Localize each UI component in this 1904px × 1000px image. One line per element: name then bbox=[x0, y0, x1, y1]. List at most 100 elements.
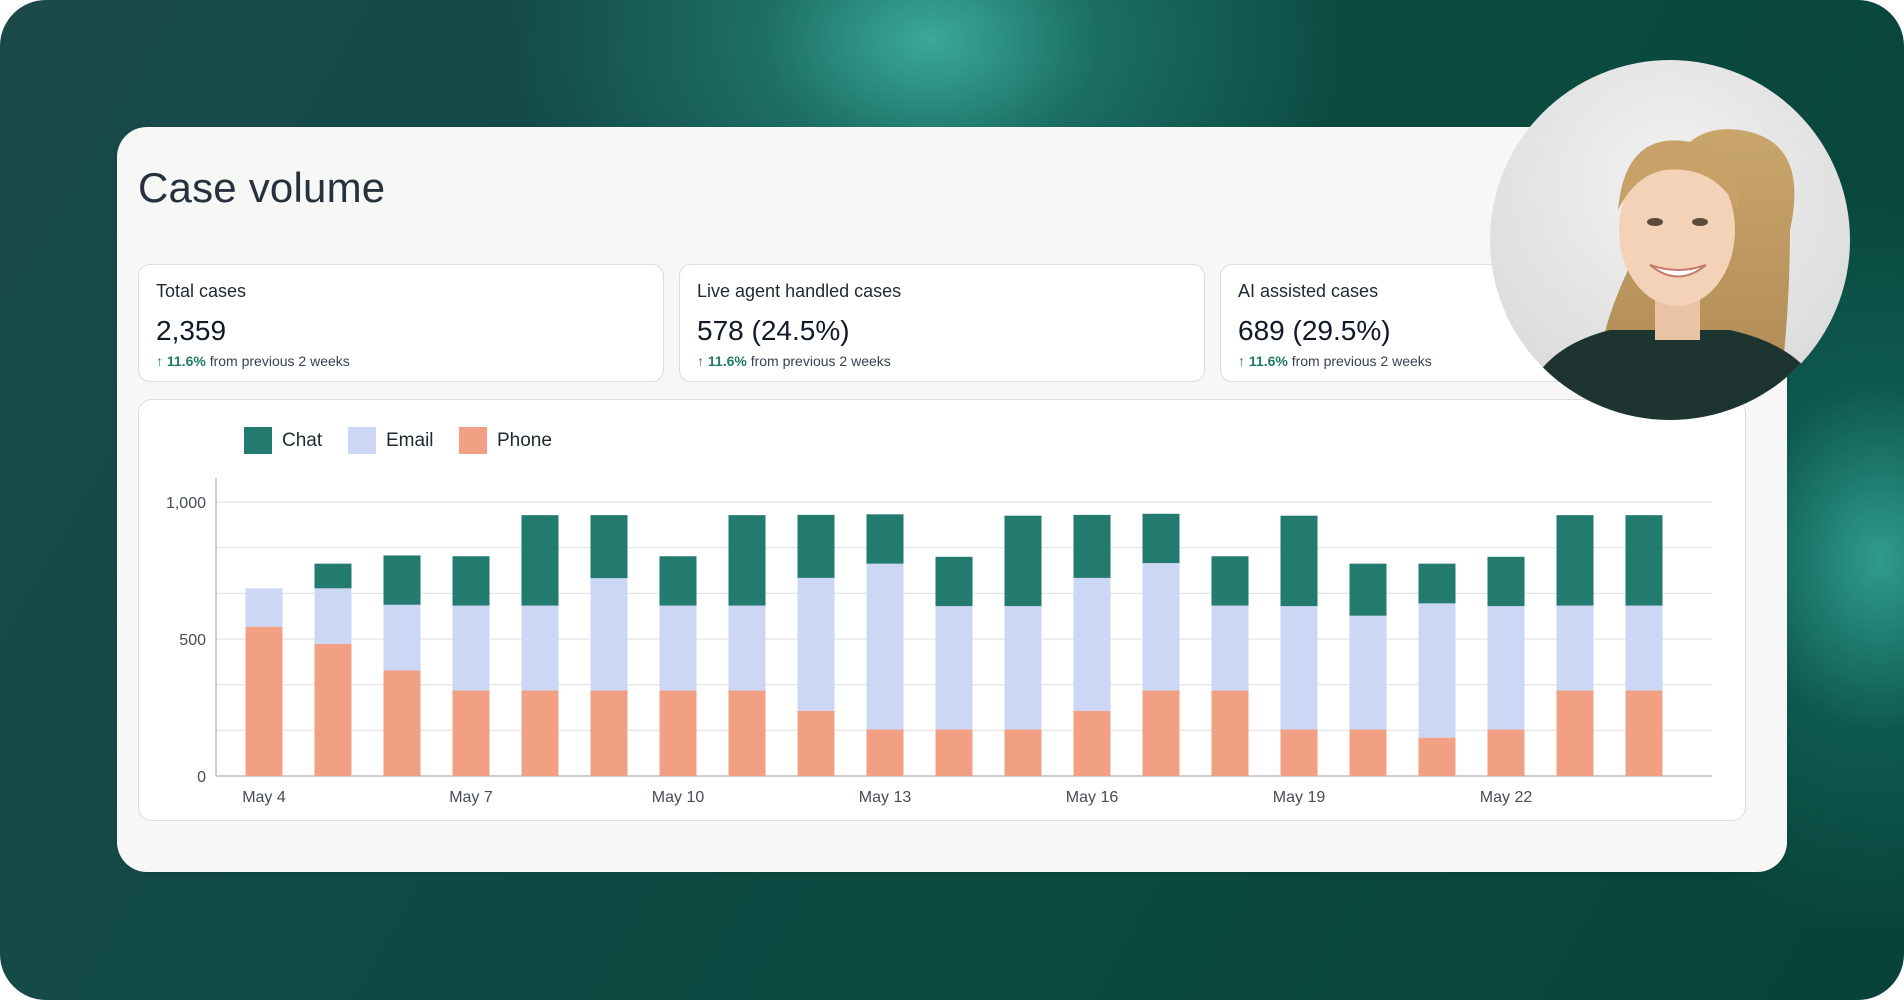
bar-chat bbox=[1418, 563, 1456, 604]
bar-email bbox=[1556, 605, 1594, 691]
bar-chat bbox=[659, 556, 697, 606]
arrow-up-icon: ↑ bbox=[1238, 353, 1245, 369]
bar-email bbox=[1142, 563, 1180, 691]
stat-change-suffix: from previous 2 weeks bbox=[750, 353, 891, 369]
bar-phone bbox=[1004, 729, 1042, 776]
bar-email bbox=[1211, 605, 1249, 691]
stat-card-total-cases[interactable]: Total cases 2,359 ↑ 11.6% from previous … bbox=[138, 264, 664, 382]
bar-chat bbox=[728, 515, 766, 606]
bar-chat bbox=[797, 514, 835, 578]
bar-chat bbox=[1280, 515, 1318, 607]
bar-email bbox=[383, 604, 421, 671]
bar-phone bbox=[1418, 737, 1456, 776]
bar-chat bbox=[1556, 515, 1594, 606]
bar-email bbox=[452, 605, 490, 691]
bar-phone bbox=[659, 690, 697, 776]
bar-chat bbox=[1073, 514, 1111, 578]
bar-email bbox=[1625, 605, 1663, 691]
bar-chat bbox=[314, 563, 352, 589]
stat-card-live-agent-cases[interactable]: Live agent handled cases 578 (24.5%) ↑ 1… bbox=[679, 264, 1205, 382]
bar-email bbox=[1004, 606, 1042, 730]
bar-phone bbox=[245, 626, 283, 776]
bar-email bbox=[1349, 615, 1387, 730]
bar-phone bbox=[383, 670, 421, 776]
stat-label: Total cases bbox=[156, 281, 247, 301]
page-title: Case volume bbox=[138, 164, 386, 211]
bar-chat bbox=[1625, 515, 1663, 606]
legend-label-phone: Phone bbox=[497, 430, 552, 451]
bar-chat bbox=[1487, 556, 1525, 607]
arrow-up-icon: ↑ bbox=[697, 353, 704, 369]
bar-email bbox=[866, 563, 904, 730]
bar-email bbox=[1073, 577, 1111, 711]
bar-email bbox=[797, 577, 835, 711]
bar-chat bbox=[1142, 513, 1180, 564]
bar-email bbox=[245, 588, 283, 627]
bar-email bbox=[1487, 606, 1525, 730]
bar-phone bbox=[1487, 729, 1525, 776]
bar-phone bbox=[1142, 690, 1180, 776]
bar-phone bbox=[314, 643, 352, 776]
bar-phone bbox=[797, 710, 835, 776]
bar-phone bbox=[866, 729, 904, 776]
y-tick-label: 1,000 bbox=[166, 495, 206, 512]
stat-change-percent: 11.6% bbox=[707, 353, 747, 369]
bar-email bbox=[314, 588, 352, 644]
stat-change-percent: 11.6% bbox=[166, 353, 206, 369]
bar-chat bbox=[383, 555, 421, 605]
bar-phone bbox=[1556, 690, 1594, 776]
stat-change: ↑ 11.6% from previous 2 weeks bbox=[1238, 353, 1432, 369]
legend-swatch-phone bbox=[459, 427, 487, 454]
bar-email bbox=[1280, 606, 1318, 730]
x-tick-label: May 16 bbox=[1066, 789, 1119, 806]
stat-value: 689 (29.5%) bbox=[1238, 315, 1391, 346]
bar-phone bbox=[1625, 690, 1663, 776]
bar-chat bbox=[521, 515, 559, 606]
bar-chat bbox=[866, 514, 904, 564]
bar-chat bbox=[1004, 515, 1042, 607]
stat-label: Live agent handled cases bbox=[697, 281, 902, 301]
stat-value: 2,359 bbox=[156, 315, 227, 346]
user-avatar bbox=[1490, 60, 1850, 420]
arrow-up-icon: ↑ bbox=[156, 353, 163, 369]
bar-email bbox=[1418, 603, 1456, 738]
bar-phone bbox=[728, 690, 766, 776]
bar-email bbox=[590, 578, 628, 691]
x-tick-label: May 7 bbox=[449, 789, 493, 806]
x-tick-label: May 4 bbox=[242, 789, 286, 806]
bar-chat bbox=[1349, 563, 1387, 616]
bar-chat bbox=[452, 556, 490, 606]
stat-change-suffix: from previous 2 weeks bbox=[1291, 353, 1432, 369]
bar-chat bbox=[590, 515, 628, 579]
stat-change: ↑ 11.6% from previous 2 weeks bbox=[156, 353, 350, 369]
bar-phone bbox=[521, 690, 559, 776]
bar-phone bbox=[1073, 710, 1111, 776]
bar-phone bbox=[1211, 690, 1249, 776]
stat-change-percent: 11.6% bbox=[1248, 353, 1288, 369]
bar-phone bbox=[590, 690, 628, 776]
x-tick-label: May 13 bbox=[859, 789, 912, 806]
bar-email bbox=[521, 605, 559, 691]
bar-chat bbox=[935, 556, 973, 607]
bar-phone bbox=[1280, 729, 1318, 776]
y-tick-label: 0 bbox=[197, 769, 206, 786]
bar-phone bbox=[1349, 729, 1387, 776]
bar-email bbox=[935, 606, 973, 730]
x-tick-label: May 19 bbox=[1273, 789, 1326, 806]
bar-phone bbox=[452, 690, 490, 776]
y-tick-label: 500 bbox=[179, 632, 206, 649]
stat-value: 578 (24.5%) bbox=[697, 315, 850, 346]
x-tick-label: May 22 bbox=[1480, 789, 1533, 806]
stat-label: AI assisted cases bbox=[1238, 281, 1379, 301]
legend-label-chat: Chat bbox=[282, 430, 323, 451]
x-tick-label: May 10 bbox=[652, 789, 705, 806]
legend-label-email: Email bbox=[386, 430, 434, 451]
user-avatar-photo bbox=[1490, 60, 1850, 420]
bar-email bbox=[659, 605, 697, 691]
bar-phone bbox=[935, 729, 973, 776]
bar-chat bbox=[1211, 556, 1249, 606]
bar-email bbox=[728, 605, 766, 691]
stat-change-suffix: from previous 2 weeks bbox=[209, 353, 350, 369]
legend-swatch-chat bbox=[244, 427, 272, 454]
